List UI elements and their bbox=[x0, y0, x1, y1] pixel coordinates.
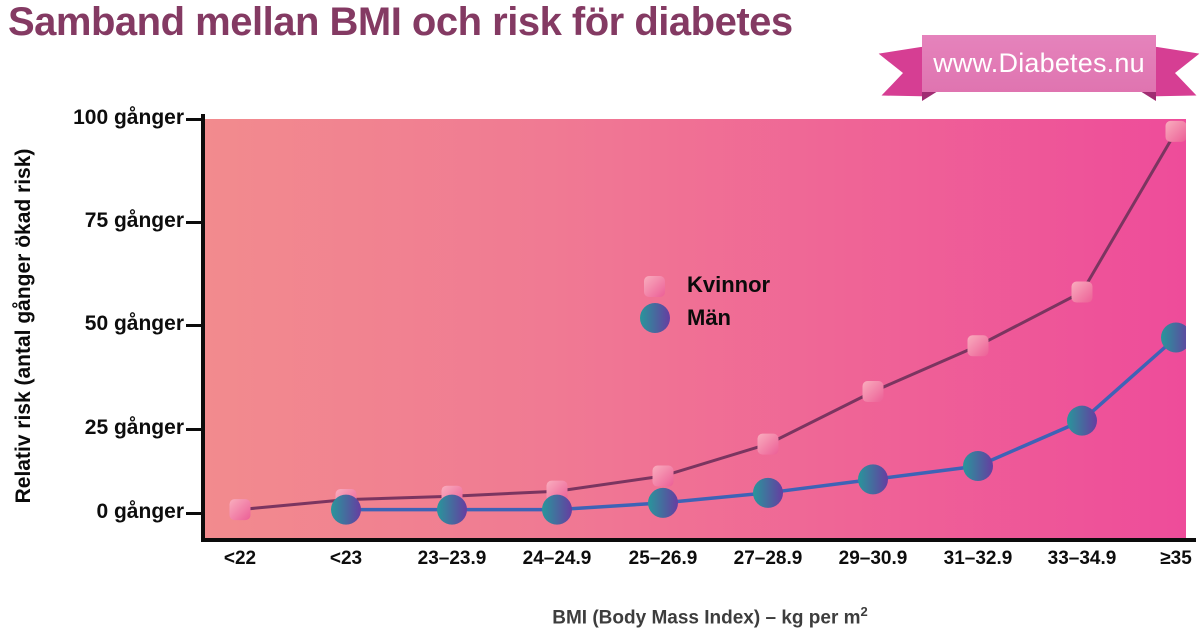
x-tick-label: 33–34.9 bbox=[1047, 548, 1117, 569]
page-title: Samband mellan BMI och risk för diabetes bbox=[8, 0, 793, 44]
x-tick-label: <22 bbox=[223, 548, 257, 569]
ribbon-banner: www.Diabetes.nu bbox=[878, 34, 1200, 104]
x-tick-label: 25–26.9 bbox=[628, 548, 698, 569]
man-data-point bbox=[963, 450, 993, 481]
ribbon-fold-left bbox=[922, 91, 938, 101]
x-axis-line bbox=[201, 538, 1196, 542]
y-tick-mark bbox=[186, 118, 201, 121]
man-data-point bbox=[648, 487, 678, 518]
kvinnor-data-point bbox=[757, 433, 779, 455]
y-tick-label: 100 gånger bbox=[73, 106, 184, 129]
ribbon-band: www.Diabetes.nu bbox=[922, 35, 1156, 92]
y-tick-label: 50 gånger bbox=[84, 312, 184, 335]
y-tick-label: 0 gånger bbox=[96, 500, 184, 523]
legend-kvinnor-swatch bbox=[644, 276, 665, 297]
x-axis-title-superscript: 2 bbox=[860, 604, 868, 619]
man-data-point bbox=[1067, 405, 1097, 436]
x-tick-label: 24–24.9 bbox=[522, 548, 592, 569]
kvinnor-data-point bbox=[862, 381, 884, 403]
kvinnor-data-point bbox=[652, 465, 674, 487]
ribbon-tail-right bbox=[1150, 46, 1199, 99]
y-tick-mark bbox=[186, 324, 201, 327]
y-axis-title: Relativ risk (antal gånger ökad risk) bbox=[12, 148, 35, 504]
man-data-point bbox=[858, 464, 888, 495]
y-tick-label: 25 gånger bbox=[84, 416, 184, 439]
kvinnor-data-point bbox=[1071, 281, 1093, 303]
plot-area bbox=[205, 119, 1186, 540]
kvinnor-line bbox=[239, 130, 1178, 512]
x-tick-label: <23 bbox=[329, 548, 363, 569]
man-data-point bbox=[331, 494, 361, 525]
ribbon-fold-right bbox=[1140, 91, 1156, 101]
x-tick-label: ≥35 bbox=[1160, 548, 1192, 569]
kvinnor-data-point bbox=[1165, 120, 1186, 142]
x-axis-title: BMI (Body Mass Index) – kg per m2 bbox=[410, 604, 1010, 629]
y-tick-mark bbox=[186, 512, 201, 515]
x-tick-label: 31–32.9 bbox=[943, 548, 1013, 569]
legend-man-label: Män bbox=[687, 305, 731, 330]
man-data-point bbox=[542, 494, 572, 525]
y-tick-label: 75 gånger bbox=[84, 209, 184, 232]
kvinnor-data-point bbox=[229, 499, 251, 521]
legend-kvinnor-label: Kvinnor bbox=[687, 272, 771, 297]
x-tick-label: 27–28.9 bbox=[733, 548, 803, 569]
man-data-point bbox=[753, 477, 783, 508]
man-data-point bbox=[437, 494, 467, 525]
x-tick-label: 23–23.9 bbox=[417, 548, 487, 569]
y-axis-line bbox=[201, 114, 205, 542]
y-tick-mark bbox=[186, 428, 201, 431]
kvinnor-data-point bbox=[967, 335, 989, 357]
x-axis-title-text: BMI (Body Mass Index) – kg per m bbox=[552, 607, 861, 629]
man-data-point bbox=[1161, 322, 1186, 353]
x-tick-label: 29–30.9 bbox=[838, 548, 908, 569]
ribbon-tail-left bbox=[878, 46, 927, 99]
y-tick-mark bbox=[186, 221, 201, 224]
line-chart bbox=[229, 120, 1186, 525]
legend-man-swatch bbox=[640, 303, 670, 333]
website-link[interactable]: www.Diabetes.nu bbox=[933, 48, 1145, 78]
